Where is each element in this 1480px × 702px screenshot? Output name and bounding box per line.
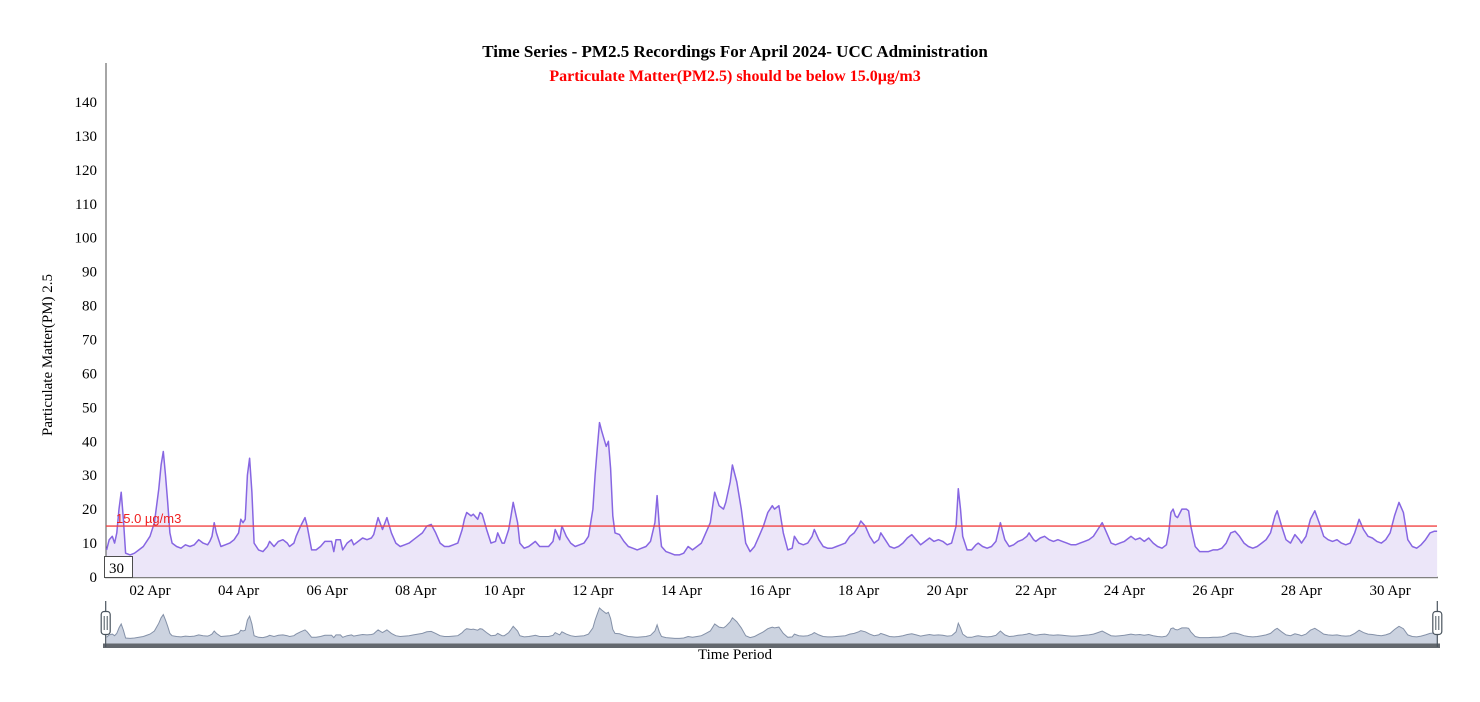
grip-icon[interactable] [1432, 610, 1443, 636]
navigator-right-handle[interactable] [1432, 601, 1443, 647]
y-tick-label: 100 [75, 231, 98, 247]
pm25-line [105, 421, 1438, 556]
navigator-left-handle[interactable] [100, 601, 111, 647]
x-tick-label: 02 Apr [129, 583, 170, 599]
y-tick-label: 110 [75, 197, 97, 213]
y-axis-title: Particulate Matter(PM) 2.5 [40, 274, 56, 436]
x-tick-label: 22 Apr [1015, 583, 1056, 599]
range-input-box[interactable]: 30 [104, 556, 133, 578]
x-axis-title: Time Period [698, 647, 773, 663]
y-tick-label: 130 [75, 129, 98, 145]
y-tick-label: 70 [82, 332, 97, 348]
x-tick-label: 16 Apr [749, 583, 790, 599]
y-tick-label: 50 [82, 400, 97, 416]
pm25-series [105, 421, 1438, 577]
grip-icon[interactable] [100, 610, 111, 636]
y-tick-label: 20 [82, 502, 97, 518]
x-tick-label: 18 Apr [838, 583, 879, 599]
pm25-area-fill [106, 422, 1438, 577]
x-tick-label: 20 Apr [927, 583, 968, 599]
x-tick-label: 04 Apr [218, 583, 259, 599]
y-tick-label: 10 [82, 536, 97, 552]
x-tick-label: 14 Apr [661, 583, 702, 599]
y-tick-label: 0 [90, 570, 98, 586]
navigator-track-bar[interactable] [103, 643, 1440, 649]
y-tick-label: 80 [82, 299, 97, 315]
navigator-series-fill[interactable] [106, 608, 1438, 644]
chart-title: Time Series - PM2.5 Recordings For April… [482, 42, 988, 61]
y-tick-label: 140 [75, 95, 98, 111]
x-tick-label: 28 Apr [1281, 583, 1322, 599]
navigator-series-line[interactable] [106, 607, 1438, 639]
range-input-value[interactable]: 30 [109, 561, 124, 577]
x-tick-label: 24 Apr [1104, 583, 1145, 599]
y-tick-label: 120 [75, 163, 98, 179]
threshold-label: 15.0 µg/m3 [116, 511, 181, 526]
x-tick-label: 10 Apr [484, 583, 525, 599]
axis-ticks: 0 10 20 30 40 50 60 70 80 90 100 110 120 130 140 02 Apr… [75, 95, 1411, 599]
range-input-frame[interactable] [104, 556, 133, 578]
x-tick-label: 30 Apr [1369, 583, 1410, 599]
y-tick-label: 60 [82, 366, 97, 382]
y-tick-label: 30 [82, 468, 97, 484]
x-tick-label: 06 Apr [307, 583, 348, 599]
navigator-area[interactable] [106, 607, 1438, 644]
chart-subtitle: Particulate Matter(PM2.5) should be belo… [549, 68, 920, 85]
x-tick-label: 08 Apr [395, 583, 436, 599]
y-tick-label: 90 [82, 265, 97, 281]
y-tick-label: 40 [82, 434, 97, 450]
x-tick-label: 12 Apr [572, 583, 613, 599]
x-tick-label: 26 Apr [1192, 583, 1233, 599]
